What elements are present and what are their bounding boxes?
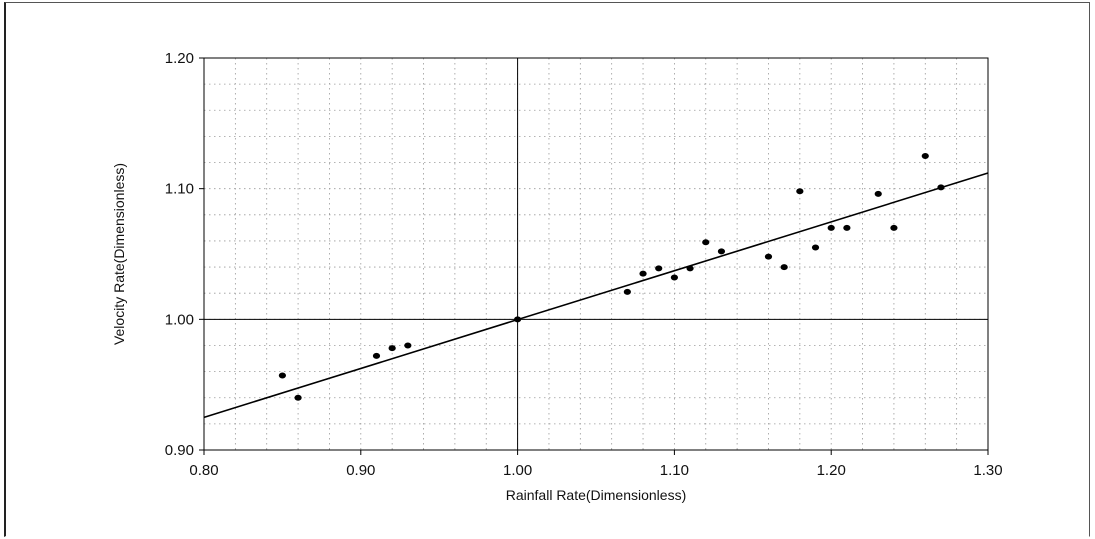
data-point [890, 224, 898, 231]
y-tick-label: 1.00 [165, 311, 194, 328]
data-point [404, 342, 412, 349]
data-point [294, 394, 302, 401]
data-point [843, 224, 851, 231]
y-tick-label: 0.90 [165, 442, 194, 459]
data-point [686, 265, 694, 272]
data-point [702, 239, 710, 246]
x-tick-label: 0.90 [346, 462, 375, 479]
y-tick-label: 1.10 [165, 181, 194, 198]
data-point [278, 372, 286, 379]
x-tick-label: 1.20 [817, 462, 846, 479]
data-point [639, 270, 647, 277]
data-point [670, 274, 679, 281]
data-point [764, 253, 773, 260]
x-tick-label: 1.00 [503, 462, 532, 479]
x-axis-title: Rainfall Rate(Dimensionless) [506, 487, 687, 503]
grid-layer [204, 58, 988, 450]
y-axis-title: Velocity Rate(Dimensionless) [111, 163, 127, 345]
chart-frame [4, 2, 1090, 537]
trend-line-layer [203, 172, 989, 419]
trend-line [203, 172, 989, 419]
reference-lines [204, 58, 988, 450]
x-tick-label: 1.10 [660, 462, 689, 479]
x-tick-label: 0.80 [189, 462, 218, 479]
data-point [827, 224, 835, 231]
data-point [874, 190, 882, 197]
data-point [514, 316, 522, 323]
data-point [372, 352, 381, 359]
y-tick-label: 1.20 [165, 50, 194, 67]
plot-area-border [203, 57, 989, 451]
data-point [937, 184, 945, 191]
data-point [717, 248, 726, 255]
data-point [655, 265, 663, 272]
x-tick-label: 1.30 [973, 462, 1002, 479]
data-point [811, 244, 820, 251]
data-point [780, 264, 788, 271]
data-point [623, 288, 631, 295]
data-points [278, 153, 945, 401]
data-point [388, 345, 396, 352]
tick-labels: 0.80 0.90 1.00 1.10 1.20 1.30 0.90 1.00 1.10 1.20 [165, 50, 1003, 479]
data-point [796, 188, 804, 195]
data-point [921, 153, 929, 159]
